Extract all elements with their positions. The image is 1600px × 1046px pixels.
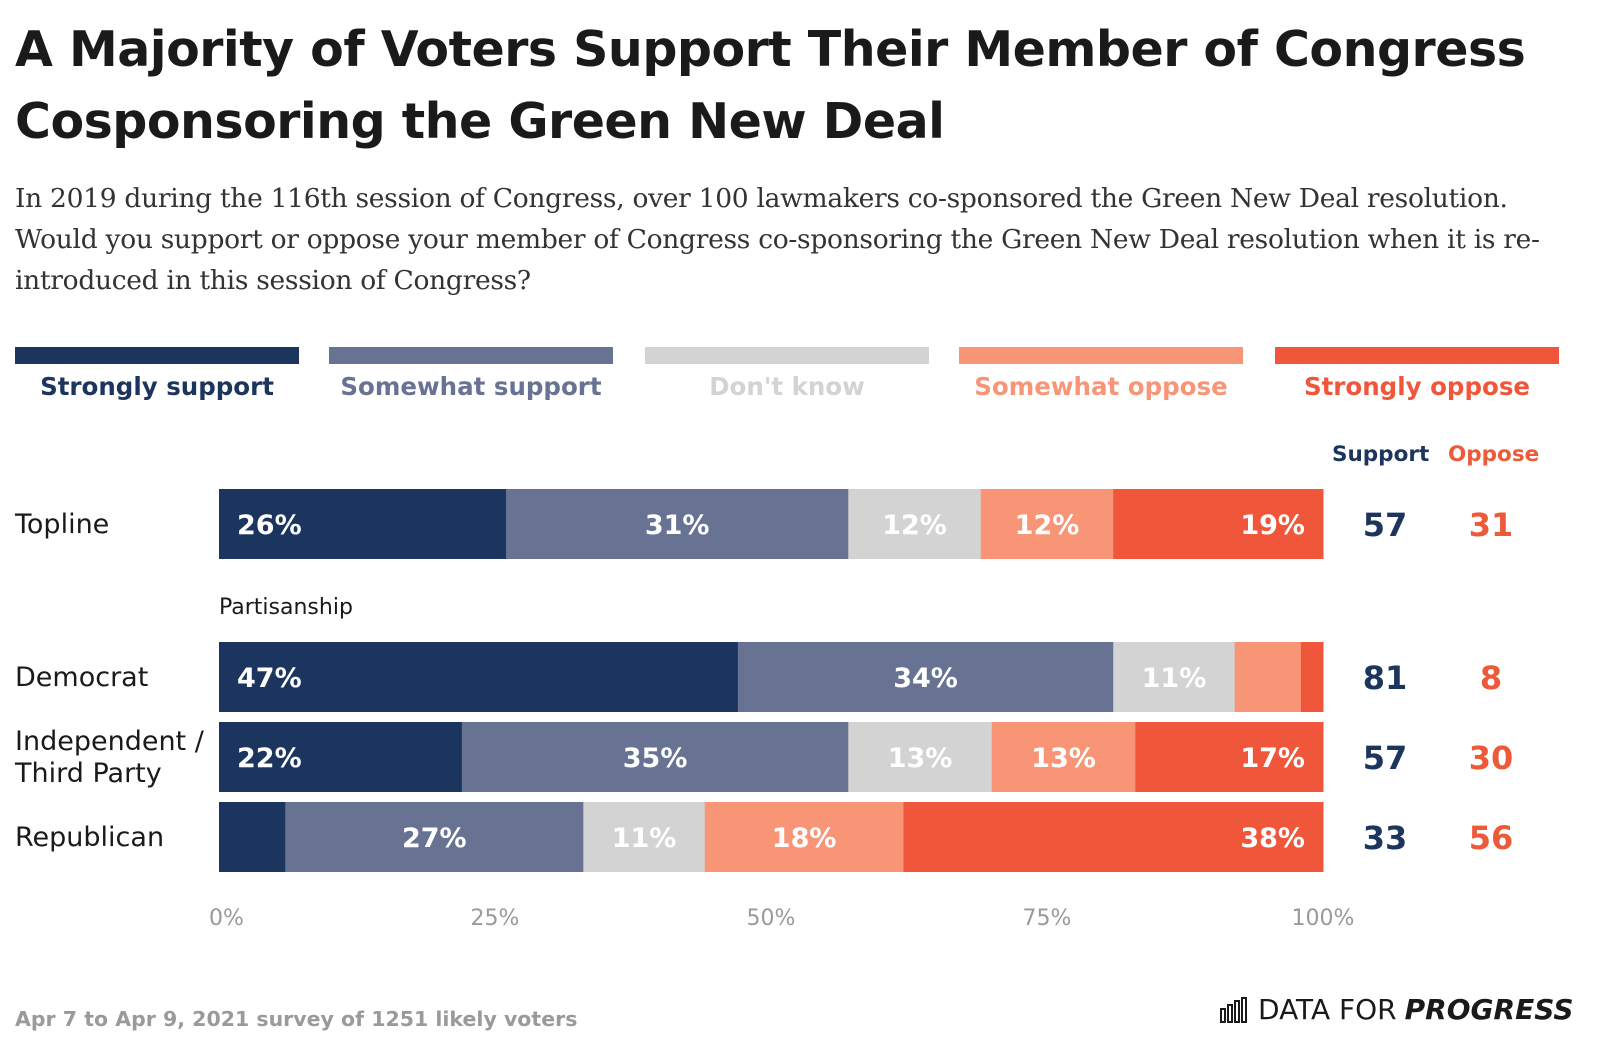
support-total: 81 bbox=[1363, 659, 1408, 697]
oppose-total: 8 bbox=[1480, 659, 1502, 697]
data-label: 13% bbox=[888, 743, 953, 774]
category-label: Topline bbox=[14, 509, 109, 540]
data-label: 35% bbox=[623, 743, 688, 774]
data-label: 13% bbox=[1031, 743, 1096, 774]
data-label: 27% bbox=[402, 823, 467, 854]
bar-segment bbox=[704, 802, 904, 872]
data-label: 34% bbox=[893, 663, 958, 694]
brand-name-bold: PROGRESS bbox=[1404, 993, 1574, 1026]
support-total: 57 bbox=[1363, 739, 1408, 777]
bar-segment bbox=[506, 489, 849, 559]
support-total: 57 bbox=[1363, 506, 1408, 544]
legend-label: Somewhat support bbox=[340, 372, 602, 401]
legend-swatch bbox=[645, 347, 929, 364]
bar-segment bbox=[737, 642, 1114, 712]
data-label: 26% bbox=[237, 510, 302, 541]
bar-segment bbox=[1234, 642, 1302, 712]
legend-swatch bbox=[1275, 347, 1559, 364]
data-label: 47% bbox=[237, 663, 302, 694]
bar-segment bbox=[219, 722, 463, 792]
brand-logo: DATA FOR PROGRESS bbox=[1220, 993, 1574, 1026]
stacked-bar-chart: Topline 26% 31% 12% 12% 19% 57 31 Democrat 47% 34%… bbox=[14, 489, 1514, 931]
data-label: 12% bbox=[1015, 510, 1080, 541]
bar-segment bbox=[848, 489, 982, 559]
bar-segment bbox=[848, 722, 993, 792]
legend-swatch bbox=[959, 347, 1243, 364]
chart-subtitle: In 2019 during the 116th session of Cong… bbox=[15, 183, 1540, 296]
bar-segment bbox=[1135, 722, 1324, 792]
bar-segment bbox=[583, 802, 706, 872]
data-label: 22% bbox=[237, 743, 302, 774]
x-tick-label: 75% bbox=[1023, 906, 1072, 931]
legend-label: Strongly oppose bbox=[1303, 372, 1531, 401]
oppose-total: 30 bbox=[1469, 739, 1514, 777]
category-label: Independent / Third Party bbox=[14, 726, 205, 789]
legend-label: Somewhat oppose bbox=[974, 372, 1228, 401]
data-label: 11% bbox=[612, 823, 677, 854]
oppose-column-header: Oppose bbox=[1448, 442, 1540, 467]
bar-segment bbox=[219, 802, 286, 872]
bar-segment bbox=[903, 802, 1324, 872]
chart-title: A Majority of Voters Support Their Membe… bbox=[15, 21, 1526, 150]
bar-chart-icon bbox=[1220, 996, 1247, 1023]
data-label: 12% bbox=[882, 510, 947, 541]
data-label: 31% bbox=[645, 510, 710, 541]
legend-item: Somewhat support bbox=[329, 347, 613, 401]
x-tick-label: 100% bbox=[1292, 906, 1355, 931]
legend-item: Somewhat oppose bbox=[959, 347, 1243, 401]
data-label: 11% bbox=[1142, 663, 1207, 694]
oppose-total: 56 bbox=[1469, 819, 1514, 857]
bar-segment bbox=[1113, 642, 1236, 712]
bar-segment bbox=[285, 802, 584, 872]
group-label: Partisanship bbox=[219, 595, 353, 620]
legend-label: Strongly support bbox=[40, 372, 274, 401]
data-label: 38% bbox=[1240, 823, 1305, 854]
legend-item: Don't know bbox=[645, 347, 929, 401]
bar-segment bbox=[219, 642, 739, 712]
bar-segment bbox=[1300, 642, 1324, 712]
data-label: 19% bbox=[1240, 510, 1305, 541]
legend-swatch bbox=[15, 347, 299, 364]
brand-name-regular: DATA FOR bbox=[1258, 993, 1397, 1026]
x-tick-label: 25% bbox=[471, 906, 520, 931]
legend-swatch bbox=[329, 347, 613, 364]
bar-segment bbox=[1113, 489, 1324, 559]
footnote: Apr 7 to Apr 9, 2021 survey of 1251 like… bbox=[15, 1007, 578, 1031]
oppose-total: 31 bbox=[1469, 506, 1514, 544]
category-label: Democrat bbox=[15, 662, 148, 693]
legend-label: Don't know bbox=[709, 372, 865, 401]
bar-segment bbox=[461, 722, 849, 792]
x-tick-label: 50% bbox=[747, 906, 796, 931]
bar-segment bbox=[991, 722, 1136, 792]
data-label: 17% bbox=[1240, 743, 1305, 774]
bar-segment bbox=[219, 489, 507, 559]
data-label: 18% bbox=[772, 823, 837, 854]
legend-item: Strongly oppose bbox=[1275, 347, 1559, 401]
legend-item: Strongly support bbox=[15, 347, 299, 401]
x-tick-label: 0% bbox=[209, 906, 244, 931]
bar-segment bbox=[980, 489, 1114, 559]
category-label: Republican bbox=[15, 822, 164, 853]
support-total: 33 bbox=[1363, 819, 1408, 857]
support-column-header: Support bbox=[1332, 442, 1430, 467]
